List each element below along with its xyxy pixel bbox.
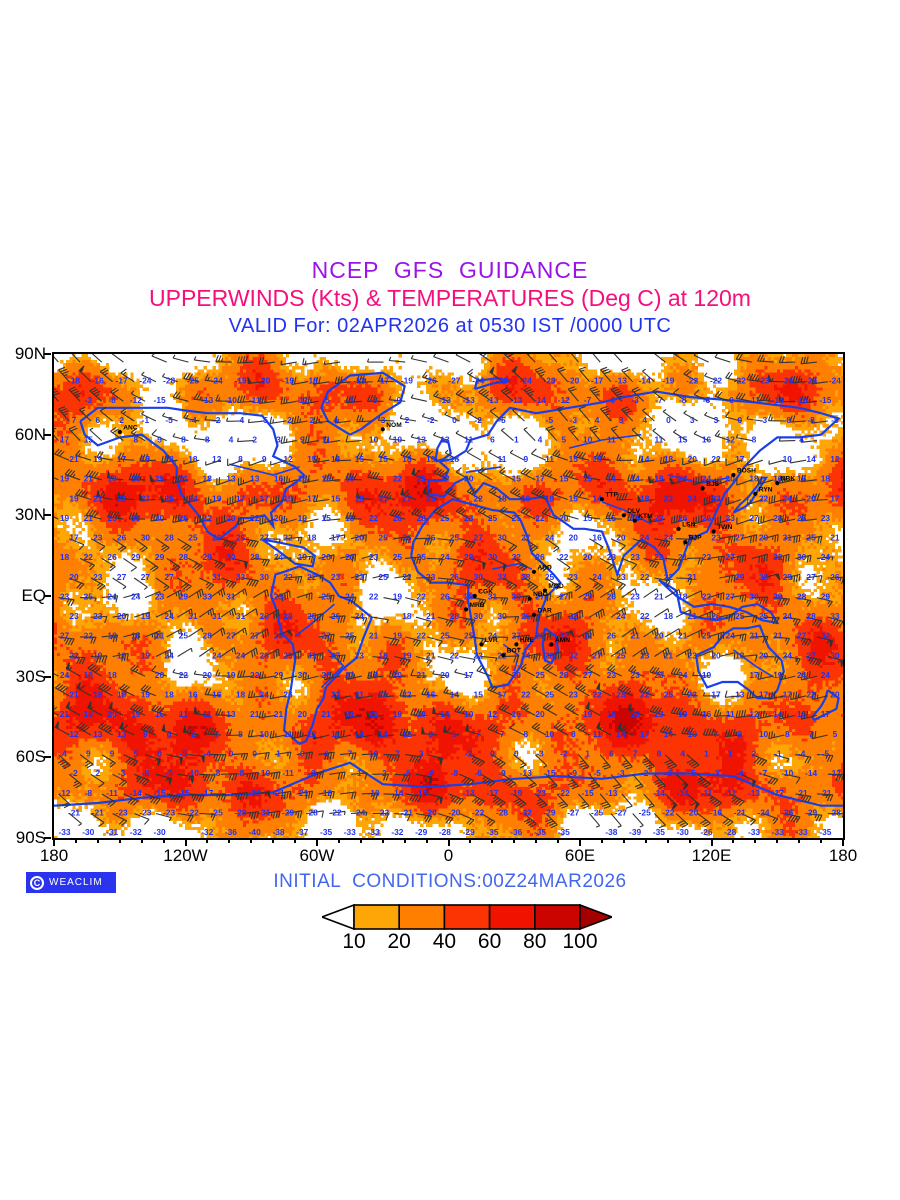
x-axis-label: 120E xyxy=(691,846,732,865)
x-axis-label: 180 xyxy=(828,846,858,865)
colorbar-tick-labels: 10 20 40 60 80 100 xyxy=(322,930,612,956)
y-axis-label: 90S xyxy=(15,828,46,847)
colorbar-label: 80 xyxy=(523,930,547,953)
x-axis-minor-tick xyxy=(272,839,275,843)
title-line-valid-time: VALID For: 02APR2026 at 0530 IST /0000 U… xyxy=(228,315,672,337)
y-axis-label: 90N xyxy=(14,344,46,363)
x-axis-minor-tick xyxy=(250,839,253,843)
x-axis-minor-tick xyxy=(228,839,231,843)
y-axis-label: 60N xyxy=(14,424,46,444)
colorbar-label: 20 xyxy=(387,930,411,953)
x-axis-label: 180 xyxy=(39,846,69,865)
x-axis-minor-tick xyxy=(359,839,362,843)
weaclim-logo-label: WEACLIM xyxy=(49,877,103,888)
temperature-values: -18 -16 -17 -24 -28 -25 -24 -19 -20 -19 -18 -13 -17-… xyxy=(58,376,841,837)
x-axis-minor-tick xyxy=(425,839,428,843)
x-axis-minor-tick xyxy=(162,839,165,843)
y-axis-tick xyxy=(44,433,51,436)
y-axis-label: EQ xyxy=(21,586,46,605)
x-axis-minor-tick xyxy=(579,839,581,843)
x-axis-minor-tick xyxy=(53,839,55,843)
y-axis-label: 60S xyxy=(15,747,46,767)
x-axis-minor-tick xyxy=(535,839,538,843)
x-axis-minor-tick xyxy=(96,839,99,843)
x-axis-minor-tick xyxy=(447,839,450,843)
title-line-variables: UPPERWINDS (Kts) & TEMPERATURES (Deg C) … xyxy=(149,285,751,311)
weaclim-logo[interactable]: C WEACLIM xyxy=(26,872,116,893)
colorbar-label: 60 xyxy=(477,930,502,953)
x-axis-minor-tick xyxy=(337,839,340,843)
x-axis-minor-tick xyxy=(513,839,516,843)
x-axis-minor-tick xyxy=(732,839,735,843)
title-block: NCEP GFS GUIDANCE UPPERWINDS (Kts) & TEM… xyxy=(0,256,900,339)
x-axis-minor-tick xyxy=(206,839,209,843)
x-axis-label: 120W xyxy=(163,846,208,865)
map-plot-frame[interactable]: -18 -16 -17 -24 -28 -25 -24 -19 -20 -19 -18 -13 -17-… xyxy=(52,352,845,840)
x-axis-minor-tick xyxy=(666,839,669,843)
x-axis-minor-tick xyxy=(820,839,823,843)
x-axis-minor-tick xyxy=(622,839,625,843)
x-axis-minor-tick xyxy=(316,839,318,843)
x-axis-minor-tick xyxy=(381,839,384,843)
colorbar[interactable] xyxy=(322,904,612,930)
x-axis-label: 60W xyxy=(299,846,335,865)
x-axis-minor-tick xyxy=(688,839,691,843)
x-axis-minor-tick xyxy=(557,839,560,843)
x-axis-label: 60E xyxy=(564,846,596,865)
x-axis-minor-tick xyxy=(491,839,494,843)
colorbar-label: 10 xyxy=(342,930,366,953)
x-axis-minor-tick xyxy=(798,839,801,843)
title-line-model: NCEP GFS GUIDANCE xyxy=(311,257,589,283)
x-axis-label: 0 xyxy=(443,846,454,865)
x-axis-minor-tick xyxy=(294,839,297,843)
station-labels: ANC NOMCGKADDBJSMODNBODARAMNTWNHREKTMLSNB… xyxy=(117,422,795,658)
wind-barbs xyxy=(54,354,843,829)
x-axis-minor-tick xyxy=(184,839,187,843)
y-axis-tick xyxy=(44,514,51,517)
y-axis-tick xyxy=(44,675,51,678)
initial-conditions-caption: INITIAL CONDITIONS:00Z24MAR2026 xyxy=(273,871,627,892)
y-axis-tick xyxy=(44,756,51,759)
x-axis-minor-tick xyxy=(74,839,77,843)
x-axis-minor-tick xyxy=(118,839,121,843)
x-axis-minor-tick xyxy=(403,839,406,843)
x-axis-minor-tick xyxy=(600,839,603,843)
x-axis-minor-tick xyxy=(710,839,713,843)
x-axis-minor-tick xyxy=(140,839,143,843)
map-canvas: -18 -16 -17 -24 -28 -25 -24 -19 -20 -19 -18 -13 -17-… xyxy=(54,354,843,838)
colorbar-label: 40 xyxy=(432,930,457,953)
y-axis-tick xyxy=(44,595,51,597)
x-axis-minor-tick xyxy=(754,839,757,843)
x-axis-minor-tick xyxy=(644,839,647,843)
y-axis-label: 30N xyxy=(14,505,46,525)
y-axis-tick xyxy=(44,837,51,839)
x-axis-minor-tick xyxy=(776,839,779,843)
colorbar-label: 100 xyxy=(562,930,598,953)
x-axis-minor-tick xyxy=(842,839,844,843)
y-axis-tick xyxy=(44,353,51,355)
copyright-icon: C xyxy=(30,875,44,890)
x-axis-minor-tick xyxy=(469,839,472,843)
y-axis-label: 30S xyxy=(15,666,46,686)
